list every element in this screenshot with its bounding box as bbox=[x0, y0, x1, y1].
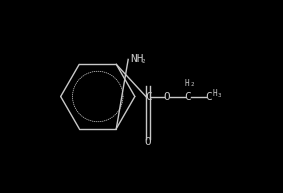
Text: O: O bbox=[164, 91, 171, 102]
Text: H: H bbox=[185, 79, 189, 88]
Text: 3: 3 bbox=[218, 93, 222, 98]
Text: O: O bbox=[145, 137, 151, 147]
Text: C: C bbox=[145, 91, 151, 102]
Text: H: H bbox=[213, 89, 217, 98]
Text: C: C bbox=[185, 91, 192, 102]
Text: NH: NH bbox=[130, 54, 143, 64]
Text: 2: 2 bbox=[191, 82, 194, 87]
Text: C: C bbox=[206, 91, 213, 102]
Text: 2: 2 bbox=[141, 59, 145, 64]
